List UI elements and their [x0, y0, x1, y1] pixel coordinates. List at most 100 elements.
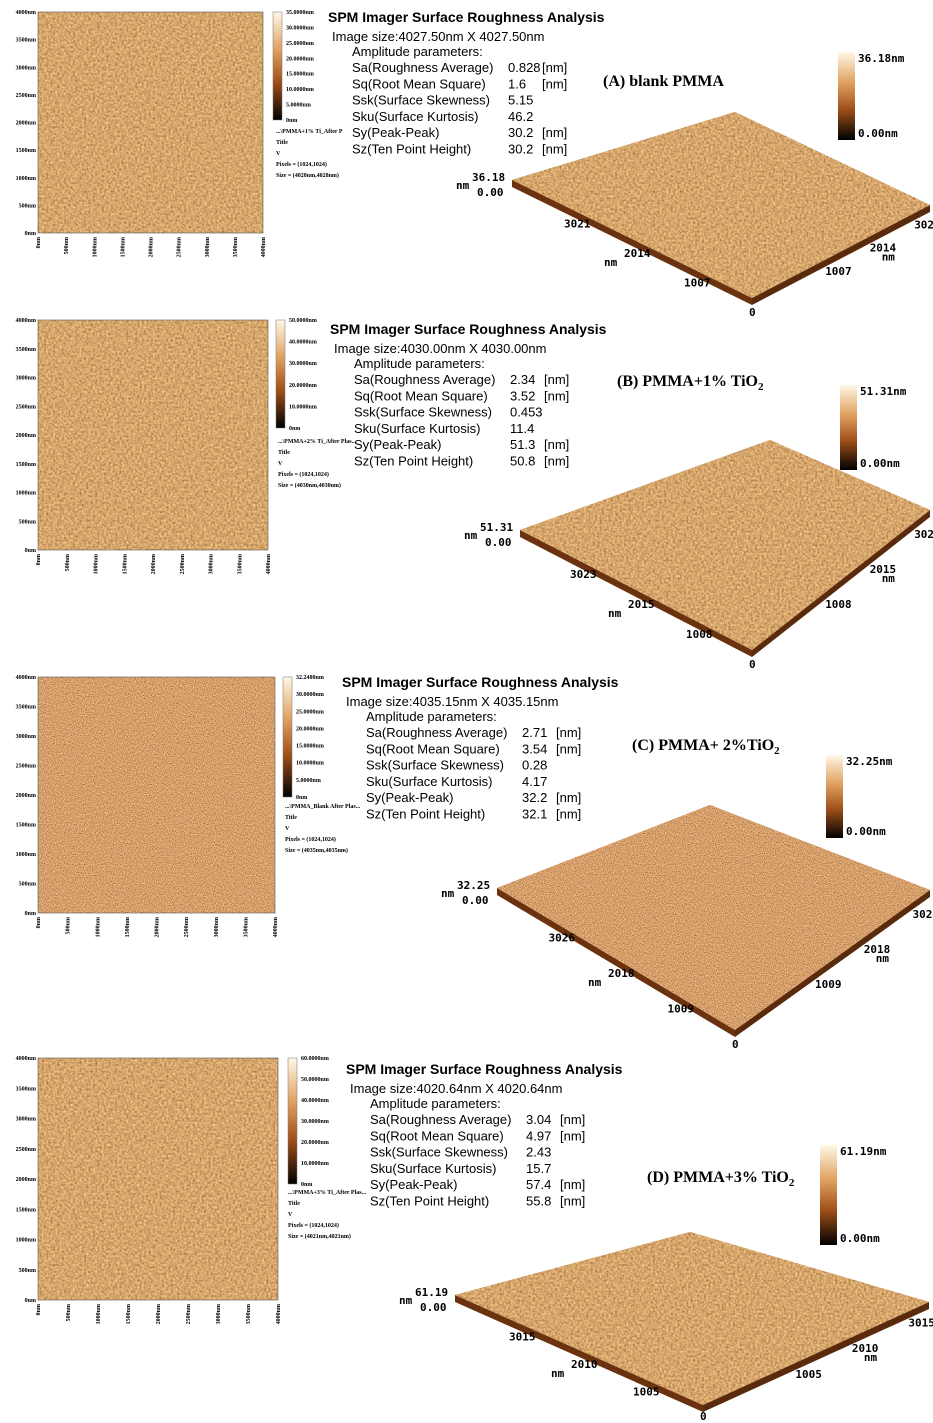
right-axis-tick: 3026	[913, 908, 933, 921]
colorbar-tick-label: 20.0000nm	[289, 383, 317, 389]
parameter-name: Sku(Surface Kurtosis)	[366, 774, 492, 789]
image-size: Image size:4020.64nm X 4020.64nm	[350, 1081, 562, 1096]
parameter-unit: [nm]	[560, 1194, 585, 1209]
colorbar	[288, 1058, 297, 1184]
parameter-name: Ssk(Surface Skewness)	[370, 1145, 508, 1160]
left-axis-tick: 3015	[509, 1331, 536, 1344]
parameter-value: 3.54	[522, 741, 547, 756]
parameter-name: Sz(Ten Point Height)	[366, 807, 485, 822]
image-size: Image size:4035.15nm X 4035.15nm	[346, 694, 558, 709]
x-tick-label: 2500nm	[186, 1304, 192, 1324]
sample-label-text: (D) PMMA+3% TiO	[647, 1169, 789, 1186]
y-tick-label: 0nm	[25, 911, 36, 917]
parameter-unit: [nm]	[542, 76, 567, 91]
x-tick-label: 1500nm	[120, 237, 126, 257]
colorbar-tick-label: 35.0000nm	[286, 10, 314, 16]
image-meta: Title	[285, 815, 297, 821]
colorbar-tick-label: 50.0000nm	[301, 1077, 329, 1083]
colorbar-tick-label: 0nm	[296, 795, 307, 801]
image-meta: V	[288, 1212, 293, 1218]
analysis-title: SPM Imager Surface Roughness Analysis	[328, 9, 605, 25]
parameter-name: Sa(Roughness Average)	[366, 725, 507, 740]
image-meta: V	[285, 826, 290, 832]
y-tick-label: 3500nm	[16, 347, 36, 353]
colorbar-tick-label: 40.0000nm	[289, 340, 317, 346]
left-axis-tick: 1009	[668, 1003, 695, 1016]
z-max-label: 32.25	[457, 879, 490, 892]
colorbar-tick-label: 0nm	[301, 1182, 312, 1188]
y-tick-label: 1500nm	[16, 1207, 36, 1213]
sample-label-subscript: 2	[789, 1177, 795, 1189]
colorbar-tick-label: 30.0000nm	[286, 25, 314, 31]
analysis-title: SPM Imager Surface Roughness Analysis	[330, 321, 607, 337]
colorbar-tick-label: 20.0000nm	[296, 726, 324, 732]
x-tick-label: 4000nm	[261, 237, 267, 257]
x-tick-label: 3000nm	[214, 917, 220, 937]
colorbar-tick-label: 0nm	[289, 426, 300, 432]
left-axis-tick: 3021	[564, 218, 591, 231]
image-meta: V	[278, 461, 283, 467]
x-tick-label: 3500nm	[246, 1304, 252, 1324]
x-tick-label: 1000nm	[95, 917, 101, 937]
y-tick-label: 0nm	[25, 548, 36, 554]
x-tick-label: 3500nm	[243, 917, 249, 937]
image-size: Image size:4027.50nm X 4027.50nm	[332, 29, 544, 44]
x-tick-label: 4000nm	[276, 1304, 282, 1324]
parameter-unit: [nm]	[544, 437, 569, 452]
image-meta: Size = (4028nm,4028nm)	[276, 172, 339, 179]
parameter-name: Sa(Roughness Average)	[370, 1112, 511, 1127]
y-tick-label: 2500nm	[16, 404, 36, 410]
parameter-unit: [nm]	[544, 372, 569, 387]
image-meta: Title	[276, 140, 288, 146]
origin-label: 0	[732, 1038, 739, 1051]
y-tick-label: 2500nm	[16, 93, 36, 99]
y-tick-label: 500nm	[19, 519, 36, 525]
parameter-value: 2.71	[522, 725, 547, 740]
y-tick-label: 3000nm	[16, 65, 36, 71]
surface-colorbar	[838, 52, 855, 140]
colorbar-tick-label: 30.0000nm	[296, 692, 324, 698]
y-tick-label: 0nm	[25, 1298, 36, 1304]
y-tick-label: 1000nm	[16, 491, 36, 497]
y-tick-label: 1000nm	[16, 176, 36, 182]
colorbar-tick-label: 20.0000nm	[301, 1140, 329, 1146]
colorbar-tick-label: 30.0000nm	[289, 361, 317, 367]
image-meta: V	[276, 151, 281, 157]
z-min-label: 0.00	[485, 536, 512, 549]
parameter-unit: [nm]	[542, 60, 567, 75]
amplitude-heading: Amplitude parameters:	[354, 356, 485, 371]
amplitude-heading: Amplitude parameters:	[352, 44, 483, 59]
x-tick-label: 0nm	[36, 237, 42, 248]
x-tick-label: 3000nm	[205, 237, 211, 257]
image-meta: Title	[278, 450, 290, 456]
sample-label: (D) PMMA+3% TiO2	[647, 1169, 795, 1189]
origin-label: 0	[749, 306, 756, 319]
parameter-value: 0.28	[522, 758, 547, 773]
parameter-unit: [nm]	[556, 741, 581, 756]
y-tick-label: 1500nm	[16, 462, 36, 468]
analysis-title: SPM Imager Surface Roughness Analysis	[346, 1061, 623, 1077]
y-tick-label: 2000nm	[16, 433, 36, 439]
z-min-label: 0.00	[420, 1301, 447, 1314]
parameter-value: 1.6	[508, 76, 526, 91]
surface-texture	[497, 805, 930, 1030]
y-tick-label: 4000nm	[16, 318, 36, 324]
image-meta: ...\PMMA+3% Ti_After Plas...	[288, 1190, 367, 1196]
origin-label: 0	[749, 658, 756, 671]
parameter-name: Sq(Root Mean Square)	[354, 388, 488, 403]
y-tick-label: 3000nm	[16, 376, 36, 382]
z-unit-label: nm	[464, 529, 478, 542]
y-tick-label: 3500nm	[16, 705, 36, 711]
right-axis-tick: 3023	[914, 528, 933, 541]
parameter-value: 11.4	[510, 421, 534, 436]
parameter-unit: [nm]	[556, 790, 581, 805]
y-tick-label: 4000nm	[16, 1056, 36, 1062]
x-tick-label: 3000nm	[216, 1304, 222, 1324]
sample-label-subscript: 2	[774, 745, 780, 757]
image-meta: Size = (4030nm,4030nm)	[278, 482, 341, 489]
parameter-unit: [nm]	[556, 807, 581, 822]
parameter-value: 2.34	[510, 372, 535, 387]
parameter-name: Sy(Peak-Peak)	[366, 790, 453, 805]
parameter-value: 15.7	[526, 1161, 551, 1176]
parameter-name: Sq(Root Mean Square)	[352, 76, 486, 91]
